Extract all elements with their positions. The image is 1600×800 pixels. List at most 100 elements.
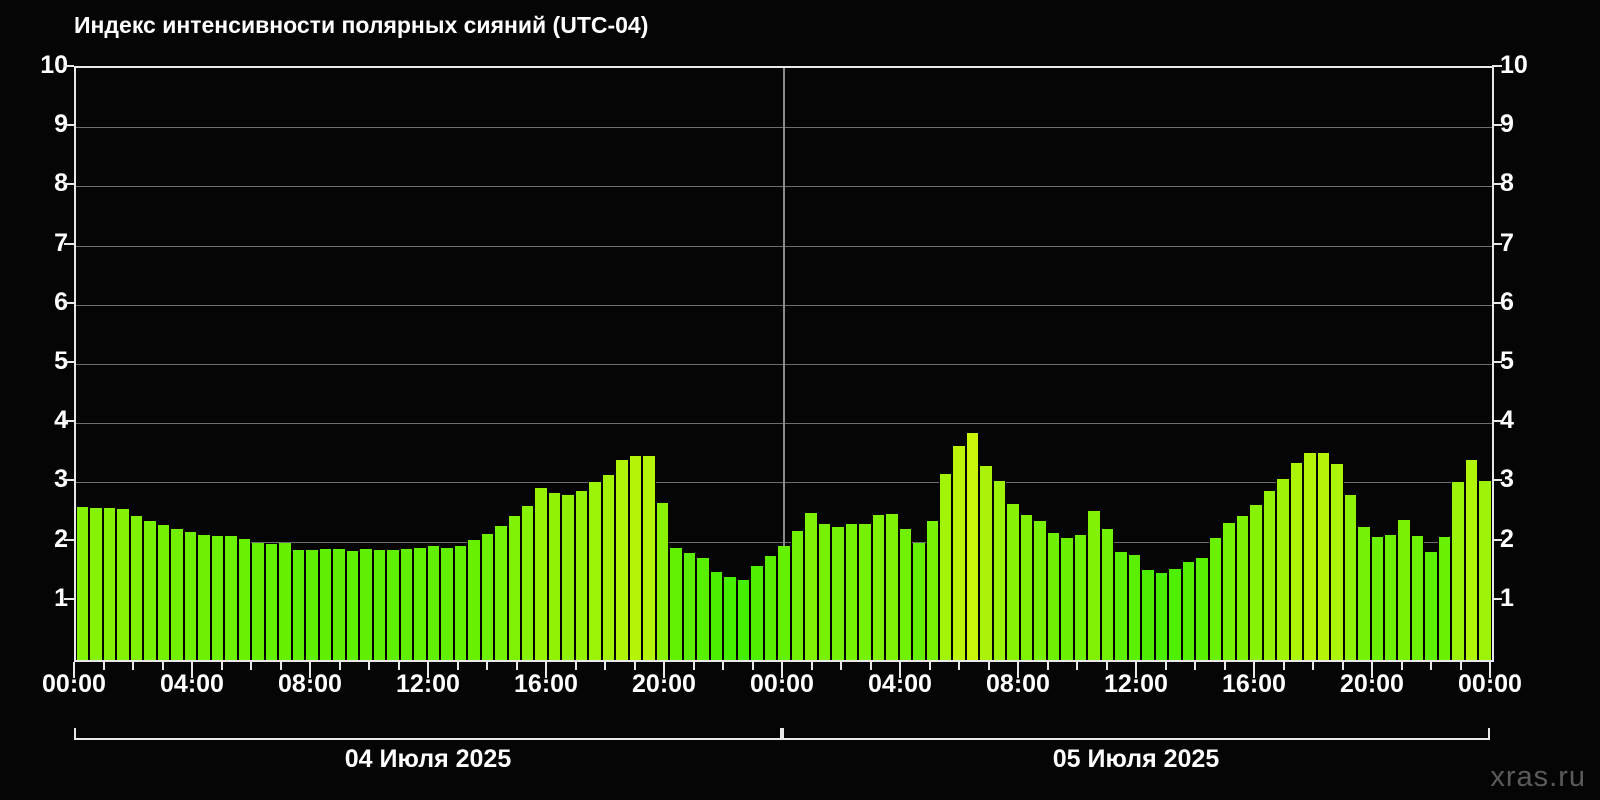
- x-axis-tick-label: 20:00: [1340, 670, 1404, 698]
- y-axis-tick-mark: [1492, 479, 1502, 482]
- bar: [1195, 558, 1209, 660]
- y-axis-tick-label: 5: [1500, 347, 1514, 375]
- bar: [197, 534, 211, 660]
- x-axis-major-tick: [781, 662, 783, 678]
- bar: [1141, 570, 1155, 660]
- bar: [1154, 572, 1169, 660]
- bar: [305, 549, 319, 660]
- bar: [1276, 479, 1290, 660]
- bar: [116, 509, 130, 660]
- y-axis-tick-label: 3: [54, 465, 68, 494]
- bar: [655, 503, 670, 660]
- x-axis-minor-tick: [1430, 662, 1432, 670]
- x-axis-minor-tick: [958, 662, 960, 670]
- bar: [1087, 511, 1101, 660]
- x-axis-minor-tick: [692, 662, 695, 670]
- x-axis-tick-label: 08:00: [278, 670, 342, 698]
- chart-title: Индекс интенсивности полярных сияний (UT…: [74, 12, 649, 38]
- bar: [682, 553, 697, 660]
- x-axis-minor-tick: [1076, 662, 1078, 670]
- bar: [534, 487, 548, 660]
- bar: [1033, 521, 1047, 660]
- x-axis-minor-tick: [604, 662, 606, 670]
- bar: [736, 580, 751, 660]
- y-axis-tick-label: 3: [1500, 465, 1514, 494]
- y-axis-tick-mark: [64, 479, 74, 482]
- bar: [615, 459, 629, 660]
- x-axis-minor-tick: [279, 662, 282, 670]
- x-axis-minor-tick: [132, 662, 134, 670]
- bar: [858, 524, 872, 660]
- x-axis-minor-tick: [751, 662, 754, 670]
- y-axis-tick-label: 4: [1500, 406, 1514, 435]
- bar: [831, 526, 845, 660]
- bar: [170, 528, 184, 660]
- y-axis-tick-mark: [1492, 597, 1502, 600]
- plot-area: [74, 66, 1494, 662]
- day-bracket: [74, 728, 782, 740]
- x-axis-minor-tick: [338, 662, 341, 670]
- bar: [939, 474, 953, 660]
- x-axis-minor-tick: [1341, 662, 1344, 670]
- x-axis-tick-label: 00:00: [1458, 670, 1522, 698]
- y-axis-tick-label: 8: [1500, 169, 1514, 198]
- y-axis-tick-mark: [64, 361, 74, 363]
- x-axis-major-tick: [1371, 662, 1373, 678]
- x-axis-tick-label: 16:00: [1222, 670, 1286, 698]
- bar: [520, 506, 535, 660]
- bar: [1424, 552, 1438, 660]
- y-axis-tick-mark: [1492, 65, 1502, 67]
- bar: [1235, 516, 1250, 660]
- bar: [925, 520, 939, 660]
- bar: [251, 543, 265, 660]
- bar: [426, 546, 441, 660]
- x-axis-minor-tick: [928, 662, 931, 670]
- y-axis-tick-label: 2: [1500, 524, 1514, 553]
- x-axis-minor-tick: [397, 662, 400, 670]
- bar: [1464, 459, 1479, 660]
- bar: [1114, 551, 1128, 660]
- y-axis-tick-label: 5: [54, 347, 68, 375]
- bar: [817, 524, 832, 660]
- y-axis-tick-mark: [64, 420, 74, 423]
- bar: [723, 577, 737, 660]
- bar: [224, 535, 238, 660]
- bar: [129, 515, 144, 660]
- bar: [1437, 537, 1452, 660]
- x-axis-minor-tick: [840, 662, 842, 670]
- x-axis-minor-tick: [161, 662, 164, 670]
- bar: [1019, 514, 1034, 660]
- bar: [1289, 463, 1304, 660]
- bar: [359, 548, 373, 660]
- x-axis-tick-label: 04:00: [868, 670, 932, 698]
- bar: [1127, 554, 1142, 660]
- x-axis-minor-tick: [869, 662, 872, 670]
- y-axis-tick-label: 10: [40, 51, 68, 79]
- bar: [642, 456, 656, 660]
- bar: [1060, 538, 1074, 660]
- x-axis-minor-tick: [515, 662, 518, 670]
- bar: [1168, 569, 1182, 660]
- bar: [992, 480, 1007, 660]
- x-axis-tick-label: 00:00: [750, 670, 814, 698]
- bar: [574, 490, 589, 660]
- bar: [696, 558, 710, 660]
- bar: [561, 494, 575, 660]
- y-axis-tick-mark: [64, 597, 74, 600]
- x-axis-tick-label: 16:00: [514, 670, 578, 698]
- y-axis-tick-label: 9: [1500, 110, 1514, 139]
- bar: [1208, 538, 1223, 660]
- bar: [386, 550, 400, 660]
- y-axis-tick-mark: [1492, 242, 1502, 245]
- bar: [467, 540, 481, 660]
- bar: [601, 474, 616, 660]
- bar: [628, 456, 643, 660]
- y-axis-tick-mark: [1492, 538, 1502, 541]
- bar: [264, 543, 279, 660]
- bar: [912, 543, 926, 660]
- bar: [1100, 529, 1115, 660]
- bar: [804, 512, 818, 660]
- bar: [1316, 453, 1331, 660]
- bar: [440, 547, 454, 660]
- y-axis-tick-mark: [64, 538, 74, 541]
